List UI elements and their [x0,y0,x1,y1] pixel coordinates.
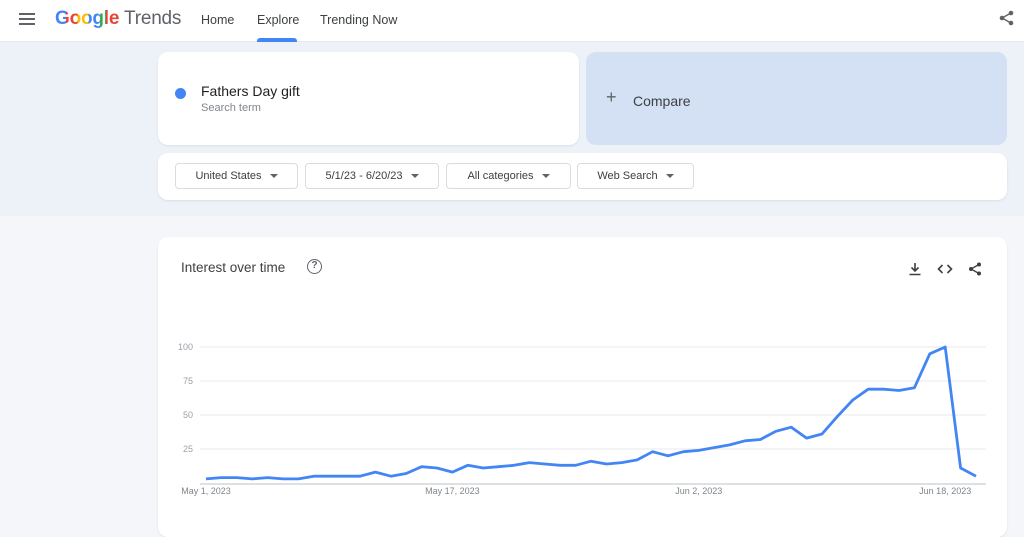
series-line [206,347,976,479]
x-tick-label: Jun 2, 2023 [675,486,722,496]
y-tick-label: 100 [178,342,193,352]
x-tick-label: May 17, 2023 [425,486,480,496]
interest-line-chart: 25 50 75 100 May 1, 2023 May 17, 2023 Jun 2, 2… [0,0,1024,516]
y-tick-label: 25 [183,444,193,454]
y-tick-label: 75 [183,376,193,386]
x-tick-label: Jun 18, 2023 [919,486,971,496]
y-tick-label: 50 [183,410,193,420]
x-tick-label: May 1, 2023 [181,486,231,496]
